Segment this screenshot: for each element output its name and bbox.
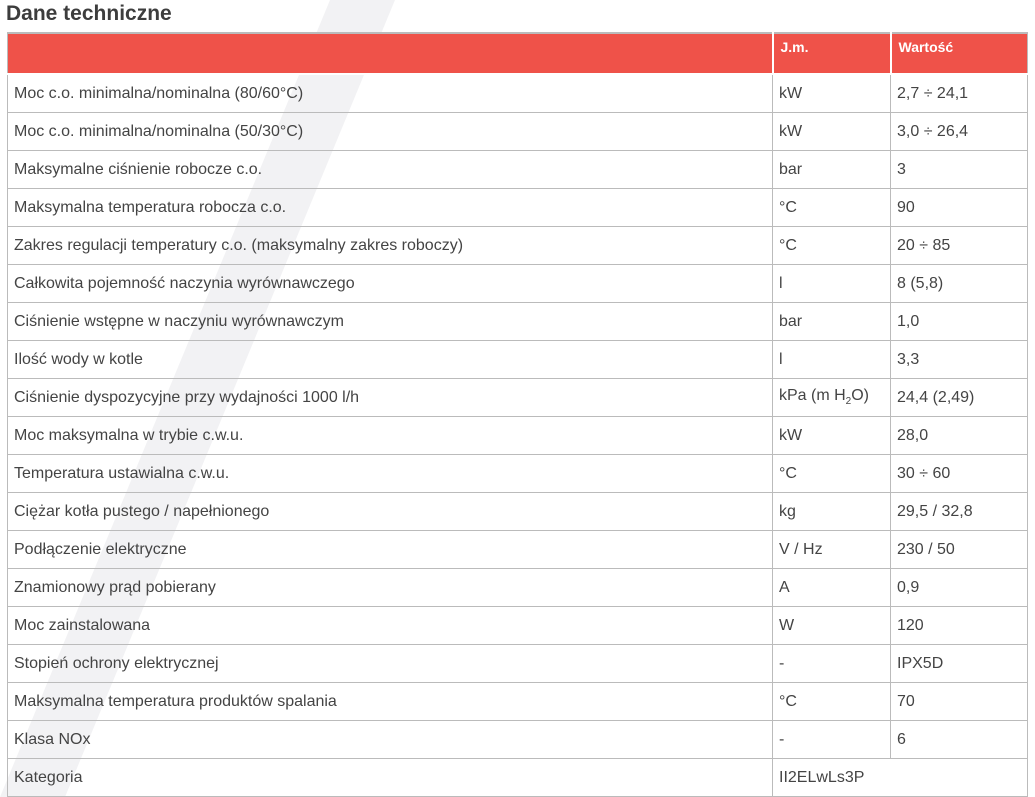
value-cell: 90 — [890, 188, 1028, 227]
header-parameter — [7, 32, 774, 75]
table-row: Maksymalne ciśnienie robocze c.o. bar 3 — [7, 150, 1028, 189]
value-cell: 120 — [890, 606, 1028, 645]
parameter-cell: Ciężar kotła pustego / napełnionego — [7, 492, 773, 531]
table-row: Zakres regulacji temperatury c.o. (maksy… — [7, 226, 1028, 265]
table-row: Podłączenie elektryczne V / Hz 230 / 50 — [7, 530, 1028, 569]
value-cell: 0,9 — [890, 568, 1028, 607]
technical-data-table: J.m. Wartość Moc c.o. minimalna/nominaln… — [7, 32, 1028, 797]
value-cell: 3 — [890, 150, 1028, 189]
value-cell: 1,0 — [890, 302, 1028, 341]
parameter-cell: Maksymalna temperatura produktów spalani… — [7, 682, 773, 721]
parameter-cell: Moc zainstalowana — [7, 606, 773, 645]
parameter-cell: Ilość wody w kotle — [7, 340, 773, 379]
table-row: Moc c.o. minimalna/nominalna (80/60°C) kW… — [7, 73, 1028, 113]
value-cell: 2,7 ÷ 24,1 — [890, 73, 1028, 113]
value-cell: 3,3 — [890, 340, 1028, 379]
table-row: Stopień ochrony elektrycznej - IPX5D — [7, 644, 1028, 683]
unit-cell: bar — [772, 302, 891, 341]
table-row: Klasa NOx -6 — [7, 720, 1028, 759]
parameter-cell: Moc maksymalna w trybie c.w.u. — [7, 416, 773, 455]
unit-subscript: 2 — [845, 396, 852, 408]
parameter-cell: Ciśnienie dyspozycyjne przy wydajności 1… — [7, 378, 773, 417]
unit-cell: °C — [772, 188, 891, 227]
parameter-cell: Stopień ochrony elektrycznej — [7, 644, 773, 683]
table-row: Ciśnienie dyspozycyjne przy wydajności 1… — [7, 378, 1028, 417]
table-row: Moc zainstalowana W 120 — [7, 606, 1028, 645]
parameter-cell: Kategoria — [7, 758, 773, 797]
table-row: Temperatura ustawialna c.w.u. °C 30 ÷ 60 — [7, 454, 1028, 493]
unit-cell: l — [772, 340, 891, 379]
table-row: Maksymalna temperatura robocza c.o. °C 90 — [7, 188, 1028, 227]
value-cell: IPX5D — [890, 644, 1028, 683]
unit-cell: kW — [772, 112, 891, 151]
value-cell: II2ELwLs3P — [772, 758, 1028, 797]
value-cell: 3,0 ÷ 26,4 — [890, 112, 1028, 151]
unit-cell: bar — [772, 150, 891, 189]
table-row: Ciśnienie wstępne w naczyniu wyrównawczy… — [7, 302, 1028, 341]
table-row: Znamionowy prąd pobierany A 0,9 — [7, 568, 1028, 607]
unit-cell: °C — [772, 226, 891, 265]
table-row: Moc maksymalna w trybie c.w.u. kW 28,0 — [7, 416, 1028, 455]
value-cell: 29,5 / 32,8 — [890, 492, 1028, 531]
unit-cell: kW — [772, 73, 891, 113]
unit-text: kPa (m H — [779, 387, 846, 405]
header-value: Wartość — [889, 32, 1028, 75]
page-title: Dane techniczne — [6, 2, 172, 25]
parameter-cell: Moc c.o. minimalna/nominalna (50/30°C) — [7, 112, 773, 151]
parameter-cell: Ciśnienie wstępne w naczyniu wyrównawczy… — [7, 302, 773, 341]
unit-cell: kg — [772, 492, 891, 531]
value-cell: 230 / 50 — [890, 530, 1028, 569]
parameter-cell: Maksymalne ciśnienie robocze c.o. — [7, 150, 773, 189]
value-cell: 8 (5,8) — [890, 264, 1028, 303]
unit-cell: kW — [772, 416, 891, 455]
parameter-cell: Klasa NOx — [7, 720, 773, 759]
unit-cell: °C — [772, 454, 891, 493]
unit-cell: - — [772, 644, 891, 683]
table-header-row: J.m. Wartość — [7, 32, 1028, 75]
unit-cell: W — [772, 606, 891, 645]
parameter-cell: Temperatura ustawialna c.w.u. — [7, 454, 773, 493]
table-row: Całkowita pojemność naczynia wyrównawcze… — [7, 264, 1028, 303]
unit-cell: °C — [772, 682, 891, 721]
unit-cell: A — [772, 568, 891, 607]
parameter-cell: Podłączenie elektryczne — [7, 530, 773, 569]
parameter-cell: Znamionowy prąd pobierany — [7, 568, 773, 607]
value-cell: 24,4 (2,49) — [890, 378, 1028, 417]
value-cell: 6 — [890, 720, 1028, 759]
value-cell: 30 ÷ 60 — [890, 454, 1028, 493]
parameter-cell: Całkowita pojemność naczynia wyrównawcze… — [7, 264, 773, 303]
parameter-cell: Zakres regulacji temperatury c.o. (maksy… — [7, 226, 773, 265]
parameter-cell: Moc c.o. minimalna/nominalna (80/60°C) — [7, 73, 773, 113]
value-cell: 70 — [890, 682, 1028, 721]
unit-text: O) — [851, 387, 870, 405]
value-cell: 28,0 — [890, 416, 1028, 455]
table-row: Moc c.o. minimalna/nominalna (50/30°C) kW… — [7, 112, 1028, 151]
unit-cell: V / Hz — [772, 530, 891, 569]
table-row: Ilość wody w kotle l 3,3 — [7, 340, 1028, 379]
table-row: Maksymalna temperatura produktów spalani… — [7, 682, 1028, 721]
unit-cell: - — [772, 720, 891, 759]
table-row: Kategoria II2ELwLs3P — [7, 758, 1028, 797]
unit-cell: l — [772, 264, 891, 303]
parameter-cell: Maksymalna temperatura robocza c.o. — [7, 188, 773, 227]
unit-cell: kPa (m H2O) — [772, 378, 891, 417]
header-unit: J.m. — [771, 32, 892, 75]
value-cell: 20 ÷ 85 — [890, 226, 1028, 265]
table-row: Ciężar kotła pustego / napełnionego kg 29,… — [7, 492, 1028, 531]
